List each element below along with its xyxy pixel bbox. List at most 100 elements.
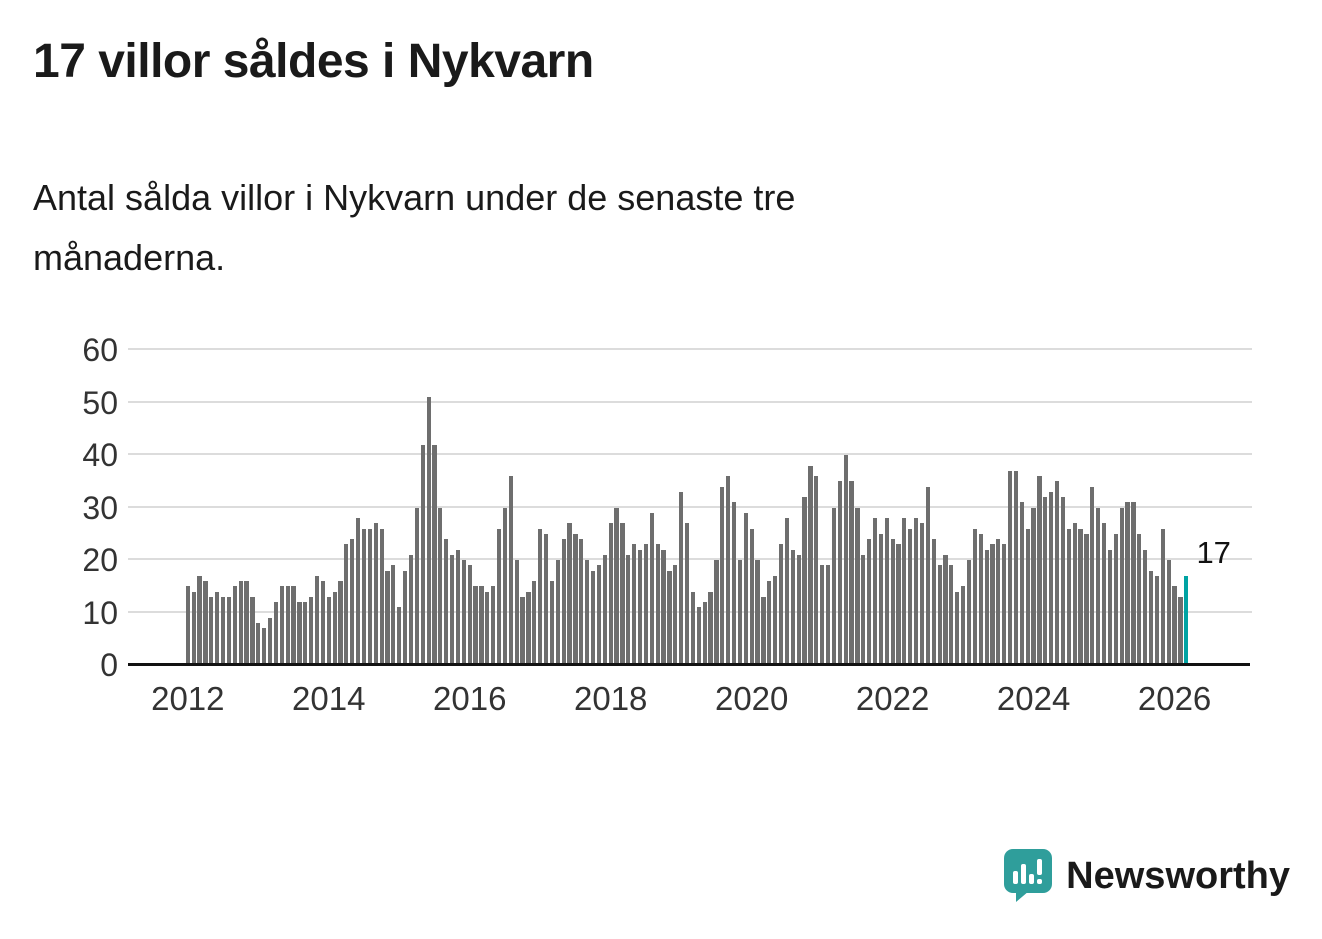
x-tick-label: 2026	[1137, 680, 1212, 717]
bar	[285, 586, 290, 665]
bar	[755, 560, 760, 665]
bar	[567, 523, 572, 665]
bar	[919, 523, 925, 665]
y-tick-label: 20	[82, 542, 118, 578]
bar	[1002, 544, 1007, 665]
bar	[479, 586, 484, 665]
gridline	[128, 400, 1252, 403]
bar	[1013, 470, 1019, 665]
bar	[555, 560, 560, 665]
bar	[1090, 486, 1095, 665]
bar	[385, 570, 390, 665]
bar	[1172, 586, 1177, 665]
bar	[714, 560, 719, 665]
bar	[397, 607, 402, 665]
bar	[590, 570, 596, 665]
bar	[1008, 470, 1013, 665]
bar	[432, 444, 437, 665]
bar	[1101, 523, 1107, 665]
bar	[820, 565, 825, 665]
y-axis-labels: 0 10 20 30 40 50 60	[0, 333, 118, 682]
bar	[532, 581, 537, 665]
bar	[814, 476, 819, 665]
bar	[350, 539, 355, 665]
bar	[496, 528, 502, 665]
bar	[356, 518, 361, 665]
bar	[215, 591, 220, 665]
bar	[1143, 549, 1148, 665]
bar	[232, 586, 237, 665]
x-tick-label: 2012	[151, 680, 225, 717]
bar	[220, 596, 226, 665]
bar	[737, 560, 743, 665]
bar	[320, 581, 325, 665]
bar	[238, 581, 243, 665]
bar	[890, 539, 895, 665]
bar	[937, 565, 942, 665]
bar	[573, 533, 578, 665]
bar	[262, 628, 267, 665]
bar	[1096, 507, 1101, 665]
bar	[344, 544, 349, 665]
bar	[467, 565, 472, 665]
x-tick-label: 2022	[855, 680, 930, 717]
bar	[614, 507, 619, 665]
bar	[978, 533, 983, 665]
bar	[861, 554, 866, 665]
bar	[608, 523, 613, 665]
bar	[1119, 507, 1124, 665]
bar	[291, 586, 296, 665]
bar	[273, 602, 278, 665]
bar	[1178, 596, 1183, 665]
bar	[1084, 533, 1089, 665]
bar	[1107, 549, 1113, 665]
bar	[684, 523, 690, 665]
bar	[673, 565, 678, 665]
bar	[679, 491, 684, 665]
bar	[849, 481, 854, 665]
bar	[279, 586, 284, 665]
bar	[749, 528, 754, 665]
bar	[191, 591, 196, 665]
bar	[303, 602, 308, 665]
bar	[502, 507, 508, 665]
bar	[773, 575, 778, 665]
gridline	[128, 558, 1252, 560]
bar	[667, 570, 672, 665]
bar	[955, 591, 960, 665]
chart-subtitle: Antal sålda villor i Nykvarn under de se…	[33, 177, 796, 278]
bar	[655, 544, 660, 665]
bar	[367, 528, 372, 665]
bar	[961, 586, 966, 665]
bar	[996, 539, 1001, 665]
bar	[643, 544, 649, 665]
chart-title: 17 villor såldes i Nykvarn	[33, 35, 594, 88]
newsworthy-logo-text: Newsworthy	[1066, 854, 1290, 897]
bar	[361, 528, 367, 665]
bar	[538, 528, 543, 665]
bar	[702, 602, 707, 665]
bar	[379, 528, 384, 665]
bar	[309, 596, 314, 665]
bar	[1025, 528, 1030, 665]
gridline	[128, 453, 1252, 455]
bar	[1078, 528, 1083, 665]
bar	[720, 486, 725, 665]
bar	[391, 565, 396, 665]
bar	[1160, 528, 1165, 665]
bar	[185, 586, 190, 665]
bar	[825, 565, 831, 665]
y-tick-label: 30	[82, 489, 118, 526]
bar	[514, 560, 519, 665]
bar	[878, 533, 883, 665]
bar	[543, 533, 549, 665]
bar	[626, 554, 631, 665]
bar	[831, 507, 836, 665]
bar	[696, 607, 701, 665]
bar	[908, 528, 913, 665]
bar	[872, 518, 878, 665]
gridline	[128, 348, 1252, 350]
bar	[708, 591, 713, 665]
bar	[426, 397, 431, 665]
bar	[1072, 523, 1077, 665]
